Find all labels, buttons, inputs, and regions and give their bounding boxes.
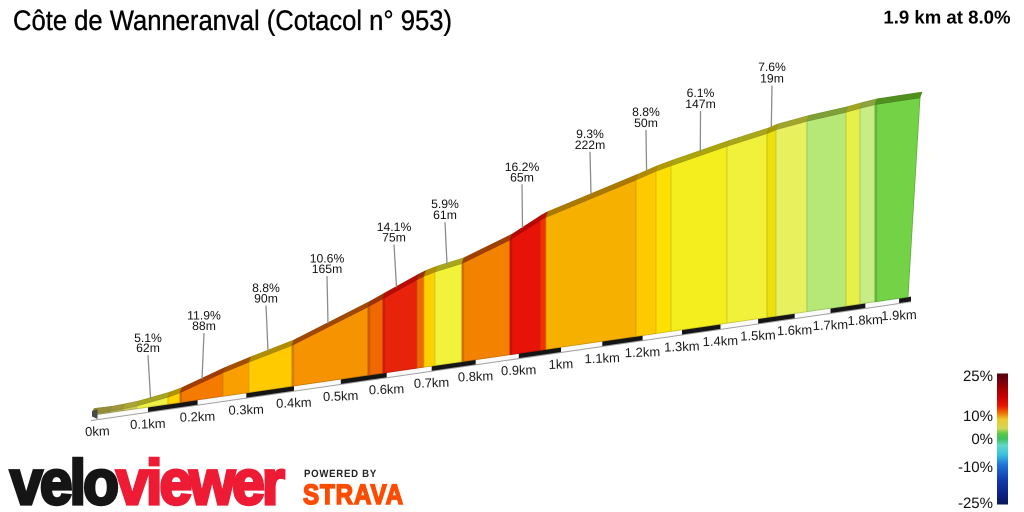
svg-text:19m: 19m (760, 72, 784, 86)
svg-text:0.4km: 0.4km (276, 395, 312, 411)
svg-text:-25%: -25% (958, 495, 993, 512)
svg-text:11.9%: 11.9% (187, 309, 221, 323)
svg-text:5.9%: 5.9% (431, 197, 459, 211)
svg-text:0.8km: 0.8km (458, 368, 494, 384)
svg-text:1.3km: 1.3km (664, 338, 700, 354)
svg-text:165m: 165m (312, 262, 343, 276)
svg-text:8.8%: 8.8% (632, 105, 660, 119)
svg-text:75m: 75m (382, 231, 406, 245)
svg-text:0.5km: 0.5km (323, 388, 359, 404)
svg-text:0.9km: 0.9km (501, 362, 537, 378)
svg-text:1.9 km at 8.0%: 1.9 km at 8.0% (883, 7, 1011, 28)
svg-text:veloviewer: veloviewer (10, 448, 284, 512)
svg-text:62m: 62m (136, 341, 160, 355)
svg-text:222m: 222m (575, 138, 606, 152)
svg-text:1.9km: 1.9km (881, 307, 917, 323)
svg-text:Côte de Wanneranval (Cotacol n: Côte de Wanneranval (Cotacol n° 953) (13, 4, 452, 36)
svg-text:7.6%: 7.6% (758, 60, 786, 74)
svg-text:0%: 0% (971, 431, 993, 448)
svg-text:0.1km: 0.1km (130, 416, 166, 432)
svg-text:61m: 61m (433, 208, 457, 222)
svg-text:10.6%: 10.6% (310, 252, 345, 266)
svg-text:50m: 50m (634, 116, 658, 130)
svg-text:25%: 25% (963, 368, 993, 385)
svg-text:90m: 90m (254, 292, 278, 306)
svg-text:0.2km: 0.2km (179, 409, 215, 425)
svg-text:1.8km: 1.8km (847, 312, 883, 328)
svg-text:88m: 88m (192, 319, 216, 333)
svg-text:-10%: -10% (958, 459, 993, 476)
svg-text:65m: 65m (510, 170, 534, 184)
svg-text:1.4km: 1.4km (702, 333, 738, 349)
svg-text:STRAVA: STRAVA (303, 479, 404, 510)
svg-text:1.5km: 1.5km (740, 327, 776, 343)
svg-text:0.7km: 0.7km (414, 375, 450, 391)
svg-text:1km: 1km (548, 356, 573, 372)
svg-text:1.1km: 1.1km (584, 350, 620, 366)
svg-text:16.2%: 16.2% (505, 160, 540, 174)
svg-text:14.1%: 14.1% (377, 220, 412, 234)
svg-text:0.3km: 0.3km (228, 402, 264, 418)
svg-text:6.1%: 6.1% (687, 86, 715, 100)
svg-text:8.8%: 8.8% (252, 281, 280, 295)
svg-text:0.6km: 0.6km (369, 381, 405, 397)
svg-text:1.6km: 1.6km (777, 322, 813, 338)
svg-text:POWERED BY: POWERED BY (304, 468, 377, 480)
svg-text:1.2km: 1.2km (624, 344, 660, 360)
svg-text:5.1%: 5.1% (134, 331, 162, 345)
svg-text:9.3%: 9.3% (576, 127, 604, 141)
svg-text:10%: 10% (963, 408, 993, 425)
svg-text:147m: 147m (685, 97, 716, 111)
svg-text:0km: 0km (85, 423, 110, 439)
svg-text:1.7km: 1.7km (812, 317, 848, 333)
